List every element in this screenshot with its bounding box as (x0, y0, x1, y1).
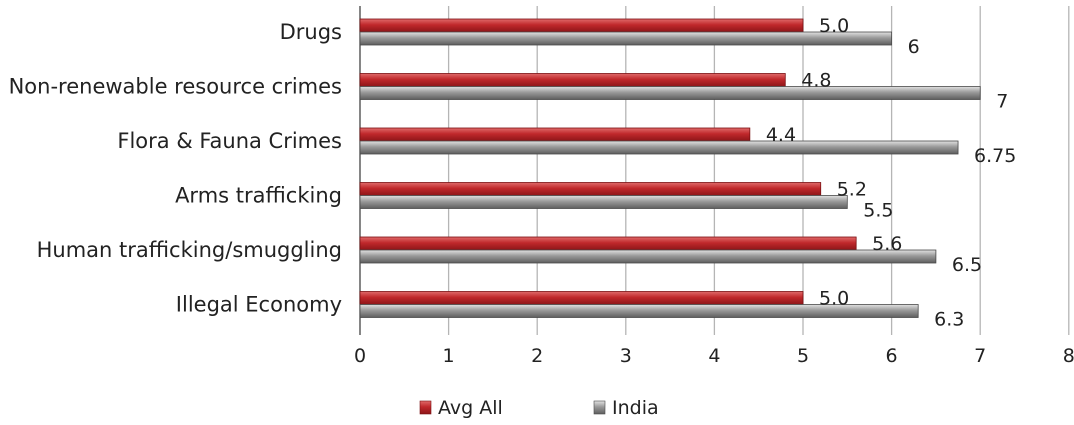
category-label-non-renewable-resource-crimes: Non-renewable resource crimes (9, 75, 342, 99)
data-label-avg-all-human-trafficking-smuggling: 5.6 (872, 233, 902, 255)
bar-avg-all-arms-trafficking (359, 182, 822, 196)
data-label-avg-all-arms-trafficking: 5.2 (837, 179, 867, 201)
x-tick-label: 3 (620, 345, 632, 367)
x-tick-label: 7 (974, 345, 986, 367)
data-label-india-illegal-economy: 6.3 (934, 309, 964, 331)
category-label-flora-fauna-crimes: Flora & Fauna Crimes (117, 129, 342, 153)
bar-avg-all-illegal-economy (359, 291, 804, 305)
data-label-avg-all-flora-fauna-crimes: 4.4 (766, 124, 796, 146)
legend-label-india: India (612, 397, 659, 419)
data-label-avg-all-drugs: 5.0 (819, 15, 849, 37)
bar-india-human-trafficking-smuggling (359, 249, 937, 264)
x-tick-label: 0 (354, 345, 366, 367)
x-tick-label: 8 (1063, 345, 1074, 367)
bar-india-illegal-economy (359, 304, 919, 318)
x-tick-label: 1 (443, 345, 455, 367)
bar-india-non-renewable-resource-crimes (359, 86, 981, 100)
x-tick-label: 2 (531, 345, 543, 367)
category-label-drugs: Drugs (280, 20, 342, 44)
legend: Avg All India (419, 397, 659, 419)
bar-india-drugs (359, 31, 892, 46)
bar-avg-all-non-renewable-resource-crimes (359, 73, 786, 87)
category-labels: Drugs Non-renewable resource crimes Flora … (9, 20, 342, 317)
legend-swatch-avg-all (419, 400, 432, 415)
bar-india-arms-trafficking (359, 195, 848, 209)
category-label-arms-trafficking: Arms trafficking (175, 184, 342, 208)
bar-avg-all-drugs (359, 18, 804, 33)
data-label-india-non-renewable-resource-crimes: 7 (996, 91, 1008, 113)
bar-india-flora-fauna-crimes (359, 140, 959, 155)
bar-avg-all-human-trafficking-smuggling (359, 236, 857, 251)
data-label-avg-all-non-renewable-resource-crimes: 4.8 (801, 70, 831, 92)
data-label-india-human-trafficking-smuggling: 6.5 (952, 254, 982, 276)
category-label-illegal-economy: Illegal Economy (176, 293, 342, 317)
bars (359, 18, 981, 318)
x-tick-labels: 0 1 2 3 4 5 6 7 8 (354, 345, 1074, 367)
bar-avg-all-flora-fauna-crimes (359, 127, 751, 142)
data-labels: 5.0 6 4.8 7 4.4 6.75 5.25.5 5.6 6.5 5.0 6.3 (766, 15, 1017, 331)
data-label-india-arms-trafficking: 5.5 (863, 200, 893, 222)
category-label-human-trafficking-smuggling: Human trafficking/smuggling (37, 238, 342, 262)
x-tick-label: 6 (886, 345, 898, 367)
legend-swatch-india (593, 400, 606, 415)
data-label-india-drugs: 6 (908, 36, 920, 58)
x-tick-label: 4 (708, 345, 720, 367)
gridlines (359, 6, 1070, 335)
x-tick-label: 5 (797, 345, 809, 367)
data-label-india-flora-fauna-crimes: 6.75 (974, 145, 1016, 167)
legend-label-avg-all: Avg All (438, 397, 503, 419)
data-label-avg-all-illegal-economy: 5.0 (819, 288, 849, 310)
